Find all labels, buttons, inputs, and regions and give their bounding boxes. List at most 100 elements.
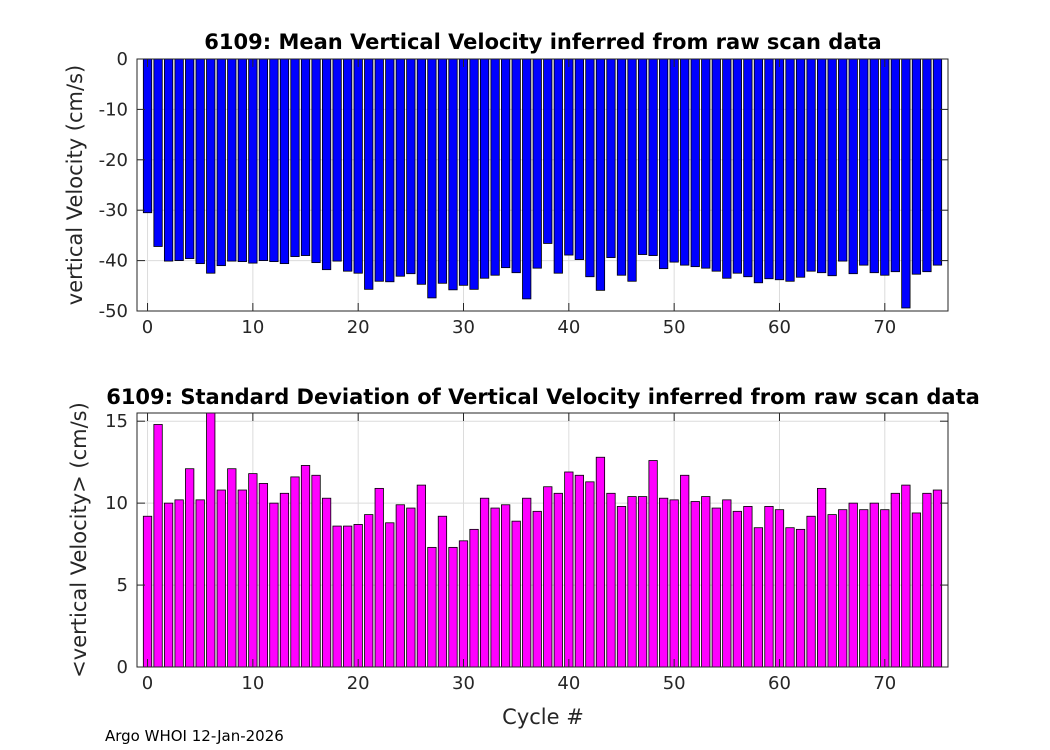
mean-velocity-bar (564, 58, 574, 256)
mean-velocity-ticks: 0 10 20 30 40 50 60 70 -50 -40 -30 -20 -10 0 (99, 49, 948, 338)
mean-velocity-bar (385, 58, 395, 283)
std-velocity-bar (227, 468, 237, 668)
mean-velocity-bar (574, 58, 584, 260)
footer-credit: Argo WHOI 12-Jan-2026 (105, 727, 284, 745)
mean-velocity-bar (648, 58, 658, 256)
std-velocity-x-axis-label: Cycle # (502, 705, 584, 729)
mean-velocity-bar (395, 58, 405, 277)
mean-velocity-bar (743, 58, 753, 278)
mean-velocity-bar (174, 58, 184, 262)
std-velocity-bar (838, 509, 848, 668)
std-velocity-bar (532, 510, 542, 668)
std-velocity-bars (142, 412, 943, 668)
std-velocity-bar (637, 496, 648, 668)
std-velocity-bar (669, 499, 679, 668)
std-velocity-y-tick-label: 15 (105, 411, 128, 432)
mean-velocity-y-tick-label: -50 (99, 301, 128, 322)
std-velocity-bar (332, 525, 342, 668)
mean-velocity-y-tick-label: -30 (99, 200, 128, 221)
std-velocity-x-tick-label: 10 (241, 673, 264, 694)
mean-velocity-bar (595, 58, 606, 291)
std-velocity-bar (174, 499, 184, 668)
mean-velocity-bar (269, 58, 279, 263)
std-velocity-bar (448, 546, 458, 668)
std-velocity-bar (848, 502, 858, 668)
std-velocity-bar (817, 487, 827, 668)
std-velocity-bar (206, 412, 216, 668)
std-velocity-bar (785, 527, 795, 668)
mean-velocity-bar (774, 58, 785, 281)
std-velocity-bar (690, 501, 700, 668)
std-velocity-bar (764, 506, 774, 668)
mean-velocity-y-axis-label: vertical Velocity (cm/s) (63, 65, 87, 305)
mean-velocity-chart: 0 10 20 30 40 50 60 70 -50 -40 -30 -20 -10 0 6109: Me… (63, 30, 949, 338)
mean-velocity-bar (290, 58, 300, 257)
mean-velocity-bar (364, 58, 374, 290)
std-velocity-x-tick-label: 60 (768, 673, 791, 694)
std-velocity-bar (564, 471, 574, 668)
std-velocity-bar (395, 504, 405, 668)
std-velocity-bar (353, 524, 363, 668)
std-velocity-bar (774, 509, 785, 668)
std-velocity-bar (300, 465, 311, 668)
std-velocity-plot-area (137, 413, 948, 667)
std-velocity-bar (290, 476, 300, 668)
mean-velocity-y-tick-label: -20 (99, 150, 128, 171)
mean-velocity-bars (142, 58, 943, 309)
mean-velocity-x-tick-label: 0 (142, 317, 153, 338)
std-velocity-bar (469, 528, 479, 668)
mean-velocity-bar (448, 58, 458, 291)
std-velocity-bar (258, 483, 269, 668)
std-velocity-bar (364, 514, 374, 668)
mean-velocity-bar (785, 58, 795, 282)
std-velocity-bar (911, 512, 922, 668)
std-velocity-bar (543, 486, 553, 668)
std-velocity-bar (901, 484, 911, 668)
mean-velocity-bar (911, 58, 922, 275)
std-velocity-bar (248, 473, 258, 668)
mean-velocity-bar (195, 58, 205, 265)
std-velocity-bar (269, 502, 279, 668)
std-velocity-bar (216, 489, 226, 668)
mean-velocity-bar (153, 58, 163, 247)
mean-velocity-bar (890, 58, 900, 273)
mean-velocity-bar (311, 58, 321, 264)
mean-velocity-bar (458, 58, 469, 286)
std-velocity-x-tick-label: 40 (557, 673, 580, 694)
std-velocity-y-tick-label: 10 (105, 493, 128, 514)
std-velocity-bar (595, 456, 606, 668)
mean-velocity-bar (827, 58, 837, 277)
std-velocity-y-axis-label: <vertical Velocity> (cm/s) (67, 402, 91, 678)
std-velocity-bar (795, 528, 806, 668)
mean-velocity-bar (753, 58, 764, 284)
mean-velocity-bar (859, 58, 869, 266)
mean-velocity-bar (416, 58, 426, 285)
mean-velocity-bar (532, 58, 542, 269)
std-velocity-x-tick-label: 70 (873, 673, 896, 694)
std-velocity-bar (680, 474, 690, 668)
mean-velocity-y-tick-label: 0 (117, 49, 128, 70)
std-velocity-title: 6109: Standard Deviation of Vertical Vel… (106, 385, 980, 409)
std-velocity-bar (437, 515, 448, 668)
mean-velocity-bar (806, 58, 816, 272)
std-velocity-bar (163, 502, 174, 668)
std-velocity-x-tick-label: 20 (347, 673, 370, 694)
std-velocity-bar (701, 496, 711, 668)
mean-velocity-bar (406, 58, 416, 275)
std-velocity-bar (385, 522, 395, 668)
std-velocity-bar (511, 520, 521, 668)
std-velocity-bar (753, 527, 764, 668)
std-velocity-bar (574, 474, 584, 668)
std-velocity-bar (869, 502, 879, 668)
mean-velocity-bar (543, 58, 553, 244)
mean-velocity-bar (469, 58, 479, 290)
mean-velocity-bar (880, 58, 890, 276)
mean-velocity-x-tick-label: 30 (452, 317, 475, 338)
std-velocity-bar (343, 525, 353, 668)
std-velocity-bar (648, 460, 658, 668)
mean-velocity-bar (838, 58, 848, 262)
std-velocity-bar (458, 540, 469, 668)
mean-velocity-bar (711, 58, 721, 272)
std-velocity-bar (501, 504, 511, 668)
std-velocity-chart: 0 10 20 30 40 50 60 70 0 5 10 15 <vertical Velocity… (67, 385, 980, 729)
